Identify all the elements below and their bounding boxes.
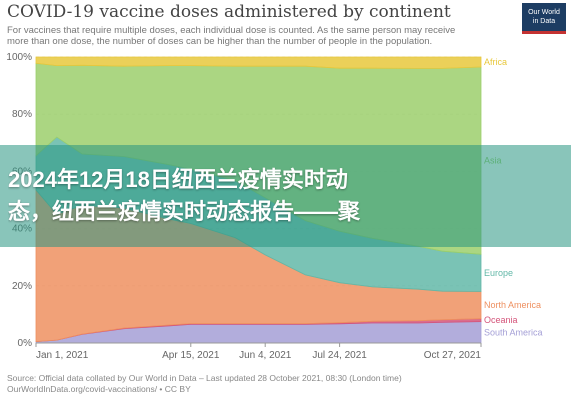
logo-line-1: Our World	[528, 9, 560, 16]
x-tick-label: Jan 1, 2021	[36, 350, 89, 361]
y-tick-label: 80%	[12, 109, 32, 120]
x-tick-label: Apr 15, 2021	[162, 350, 220, 361]
source-line-2: OurWorldInData.org/covid-vaccinations/ •…	[7, 384, 191, 394]
series-label-europe: Europe	[484, 268, 513, 278]
chart-subtitle: For vaccines that require multiple doses…	[7, 25, 456, 47]
series-label-south-america: South America	[484, 327, 543, 337]
series-label-oceania: Oceania	[484, 315, 518, 325]
x-tick-label: Jun 4, 2021	[239, 350, 292, 361]
source-line-1: Source: Official data collated by Our Wo…	[7, 373, 402, 383]
owid-logo[interactable]: Our World in Data	[522, 3, 566, 34]
source-note: Source: Official data collated by Our Wo…	[7, 373, 402, 395]
series-label-north-america: North America	[484, 300, 541, 310]
banner-line-1: 2024年12月18日纽西兰疫情实时动	[8, 167, 348, 192]
area-africa[interactable]	[35, 56, 482, 69]
x-tick-label: Oct 27, 2021	[424, 350, 482, 361]
series-label-africa: Africa	[484, 57, 507, 67]
y-tick-label: 20%	[12, 281, 32, 292]
y-tick-label: 0%	[18, 338, 33, 349]
banner-text: 2024年12月18日纽西兰疫情实时动 态，纽西兰疫情实时动态报告——聚	[8, 164, 553, 228]
logo-line-2: in Data	[532, 18, 556, 25]
x-tick-label: Jul 24, 2021	[312, 350, 367, 361]
banner-line-2: 态，纽西兰疫情实时动态报告——聚	[8, 199, 361, 224]
banner-overlay	[0, 145, 571, 247]
chart-title: COVID-19 vaccine doses administered by c…	[7, 2, 451, 22]
y-tick-label: 100%	[6, 52, 32, 63]
